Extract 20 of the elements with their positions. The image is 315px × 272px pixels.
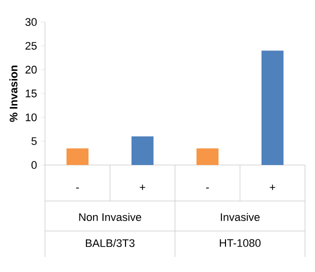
- y-tick-label: 25: [26, 42, 37, 50]
- text: Invasive: [220, 212, 260, 222]
- text: BALB/3T3: [86, 238, 134, 248]
- x-tick-label: -: [76, 188, 79, 189]
- bar: [262, 50, 284, 165]
- y-axis-title: % Invasion: [9, 66, 18, 122]
- bar: [66, 148, 88, 165]
- y-tick-label: 15: [26, 90, 37, 98]
- bar: [132, 136, 154, 165]
- text: HT-1080: [220, 239, 261, 247]
- x-tick-label: +: [270, 184, 276, 190]
- text: Non Invasive: [79, 212, 142, 222]
- x-tick-label: +: [140, 184, 146, 190]
- x-tick-label: -: [206, 188, 209, 189]
- y-tick-label: 30: [25, 18, 37, 26]
- y-tick-label: 5: [31, 137, 37, 145]
- bar: [196, 148, 218, 165]
- y-tick-label: 0: [31, 161, 37, 169]
- y-tick-label: 20: [26, 66, 37, 74]
- y-tick-label: 10: [26, 113, 37, 122]
